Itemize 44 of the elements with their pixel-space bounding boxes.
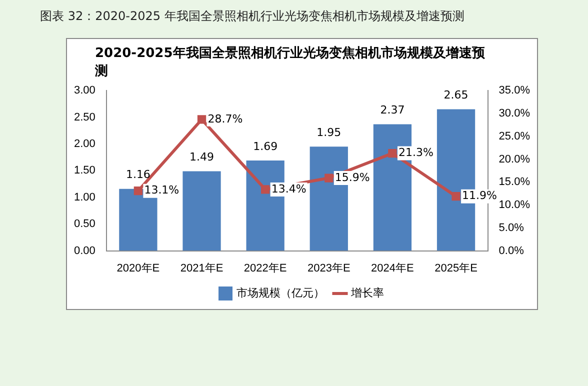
data-label: 2.37 bbox=[380, 104, 405, 117]
x-tick-label: 2023年E bbox=[307, 262, 350, 274]
data-label: 1.16 bbox=[126, 168, 150, 182]
data-label: 13.1% bbox=[144, 184, 180, 197]
y2-tick-label: 15.0% bbox=[498, 176, 530, 188]
y-tick-label: 1.50 bbox=[74, 164, 96, 177]
x-tick-label: 2021年E bbox=[180, 262, 224, 274]
y2-tick-label: 30.0% bbox=[498, 108, 530, 120]
y-tick-label: 0.50 bbox=[74, 218, 96, 230]
x-tick-label: 2022年E bbox=[244, 262, 287, 274]
bar bbox=[182, 171, 221, 251]
point bbox=[452, 192, 460, 201]
y-tick-label: 0.00 bbox=[74, 244, 96, 257]
data-label: 28.7% bbox=[208, 112, 243, 126]
chart-title: 2020-2025年我国全景照相机行业光场变焦相机市场规模及增速预测 bbox=[94, 44, 486, 81]
legend-label: 增长率 bbox=[350, 286, 384, 300]
point bbox=[261, 185, 270, 194]
y2-tick-label: 25.0% bbox=[498, 130, 530, 142]
x-tick-label: 2024年E bbox=[371, 262, 414, 274]
point bbox=[388, 148, 397, 158]
point bbox=[324, 174, 334, 182]
text: 图表 32：2020-2025 年我国全景照相机行业光场变焦相机市场规模及增速预测 bbox=[40, 8, 464, 25]
y2-tick-label: 5.0% bbox=[498, 222, 524, 234]
y-tick-label: 3.00 bbox=[74, 84, 96, 97]
y2-tick-label: 0.0% bbox=[498, 244, 524, 257]
data-label: 1.69 bbox=[253, 140, 278, 153]
point bbox=[134, 186, 143, 196]
x-tick-label: 2020年E bbox=[116, 262, 160, 274]
data-label: 11.9% bbox=[462, 189, 497, 202]
y-tick-label: 2.00 bbox=[74, 138, 96, 150]
y-tick-label: 2.50 bbox=[74, 111, 96, 124]
data-label: 15.9% bbox=[334, 170, 370, 184]
legend-label: 市场规模（亿元） bbox=[236, 286, 324, 300]
y2-tick-label: 20.0% bbox=[498, 153, 530, 166]
data-label: 1.49 bbox=[190, 150, 214, 164]
x-tick-label: 2025年E bbox=[434, 262, 478, 274]
data-label: 21.3% bbox=[398, 146, 434, 160]
data-label: 1.95 bbox=[316, 126, 342, 140]
y2-tick-label: 35.0% bbox=[498, 84, 530, 97]
data-label: 13.4% bbox=[271, 182, 306, 196]
point bbox=[197, 115, 206, 124]
y-tick-label: 1.00 bbox=[74, 191, 96, 204]
data-label: 2.65 bbox=[444, 88, 468, 102]
y2-tick-label: 10.0% bbox=[498, 199, 530, 212]
